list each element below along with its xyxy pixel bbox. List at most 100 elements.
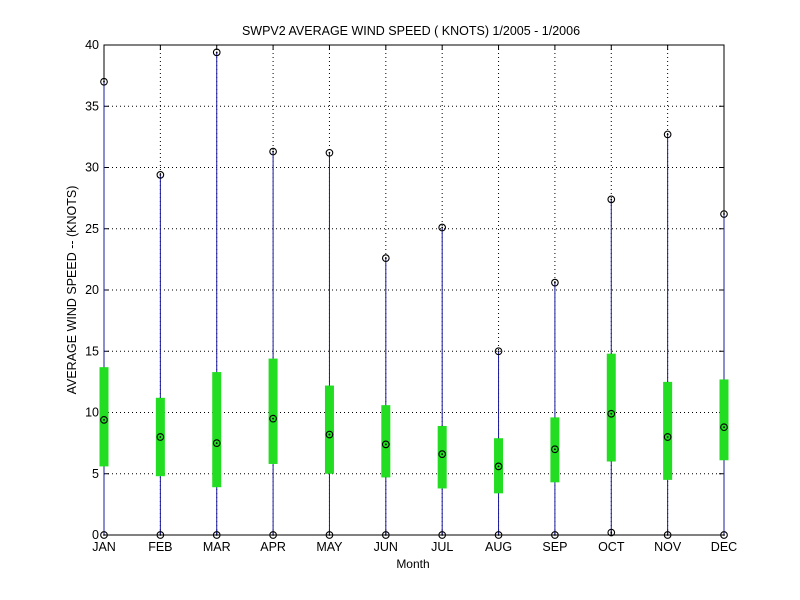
y-axis-label: AVERAGE WIND SPEED -- (KNOTS) [65,186,79,395]
min-marker-dot-sep [554,534,556,536]
min-marker-sep [551,531,559,539]
mean-marker-dec [720,423,728,432]
mean-marker-sep [551,445,559,454]
min-marker-dot-nov [666,534,669,536]
y-tick-label: 35 [85,99,99,113]
mean-marker-dot-jul [441,453,444,456]
x-tick-label: MAY [316,540,343,554]
max-marker-jul [438,223,447,232]
y-tick-label: 0 [92,528,99,542]
x-axis: JAN FEB MAR APR MAY JUN JUL AUG SEP OCT NOV DEC [92,45,737,554]
mean-marker-dot-apr [272,417,274,420]
min-marker-dot-aug [497,534,500,536]
mean-marker-dot-oct [610,412,613,415]
x-tick-label: AUG [485,540,512,554]
max-marker-oct [607,195,616,204]
mean-marker-dot-jun [384,443,387,446]
mean-marker-dot-may [328,433,331,436]
box-nov [663,381,673,480]
min-marker-dot-jun [384,534,387,536]
min-marker-dec [720,531,728,539]
mean-marker-jun [381,440,390,449]
max-marker-dot-aug [497,350,500,353]
min-marker-aug [494,531,503,539]
y-axis: 0 5 10 15 20 25 30 35 40 [85,38,724,542]
mean-marker-may [325,430,334,439]
min-marker-dot-apr [272,534,274,536]
mean-marker-aug [494,462,503,471]
y-tick-label: 15 [85,344,99,358]
min-marker-dot-may [328,534,331,536]
mean-marker-oct [607,409,616,418]
mean-marker-mar [212,439,221,447]
max-marker-nov [663,130,672,139]
min-marker-feb [156,531,165,539]
mean-marker-jan [100,416,108,424]
x-axis-label: Month [396,557,429,571]
box-oct [606,353,616,462]
min-marker-oct [607,528,616,537]
min-marker-dot-jan [103,534,105,536]
max-marker-dot-apr [272,150,274,153]
x-tick-label: MAR [203,540,231,554]
mean-marker-dot-feb [159,436,162,438]
max-marker-sep [551,278,559,287]
max-marker-dec [720,210,728,218]
x-tick-label: DEC [711,540,737,554]
max-marker-dot-jan [103,80,105,83]
mean-marker-dot-sep [554,448,556,451]
mean-marker-dot-jan [103,418,105,421]
mean-marker-jul [438,450,447,459]
y-tick-label: 20 [85,283,99,297]
min-marker-apr [269,531,277,539]
x-tick-label: APR [260,540,286,554]
min-marker-dot-feb [159,534,162,536]
min-marker-dot-dec [723,534,725,536]
max-marker-jun [381,254,390,262]
max-marker-dot-sep [554,281,556,284]
mean-marker-dot-dec [723,426,725,429]
min-marker-jun [381,531,390,539]
x-tick-label: NOV [654,540,682,554]
max-marker-feb [156,171,165,179]
min-marker-dot-jul [441,534,444,536]
max-marker-dot-nov [666,133,669,136]
box-marks [99,48,729,539]
mean-marker-feb [156,433,165,441]
max-marker-dot-oct [610,198,613,201]
min-marker-nov [663,531,672,539]
max-marker-apr [269,147,277,156]
box-apr [268,358,278,464]
box-may [324,385,334,474]
box-mar [212,372,222,488]
x-tick-label: JUL [431,540,453,554]
min-marker-may [325,531,334,539]
chart-title: SWPV2 AVERAGE WIND SPEED ( KNOTS) 1/2005… [242,24,580,38]
min-marker-dot-mar [215,534,218,536]
max-marker-dot-jul [441,226,444,229]
y-tick-label: 30 [85,161,99,175]
max-marker-may [325,148,334,157]
min-marker-mar [212,531,221,539]
min-marker-jan [100,531,108,539]
min-marker-dot-oct [610,531,613,534]
min-marker-jul [438,531,447,539]
box-dec [719,379,729,461]
mean-marker-dot-nov [666,436,669,438]
x-tick-label: JAN [92,540,116,554]
y-tick-label: 5 [92,467,99,481]
x-tick-label: OCT [598,540,625,554]
max-marker-dot-feb [159,173,162,176]
x-tick-label: SEP [542,540,567,554]
max-marker-aug [494,347,503,356]
max-marker-dot-mar [215,51,218,54]
mean-marker-nov [663,433,672,441]
y-tick-label: 10 [85,406,99,420]
max-marker-dot-may [328,151,331,154]
mean-marker-dot-mar [215,442,218,445]
mean-marker-dot-aug [497,465,500,468]
y-tick-label: 25 [85,222,99,236]
y-tick-label: 40 [85,38,99,52]
max-marker-dot-dec [723,213,725,215]
